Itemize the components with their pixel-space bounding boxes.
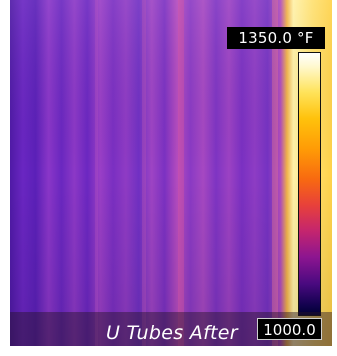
thermal-image-canvas [10, 0, 332, 346]
thermal-image [10, 0, 332, 346]
color-scale-bar [298, 52, 321, 316]
scale-min-label: 1000.0 [257, 318, 322, 340]
image-caption: U Tubes After [106, 322, 238, 344]
scale-max-label: 1350.0 °F [227, 27, 325, 49]
